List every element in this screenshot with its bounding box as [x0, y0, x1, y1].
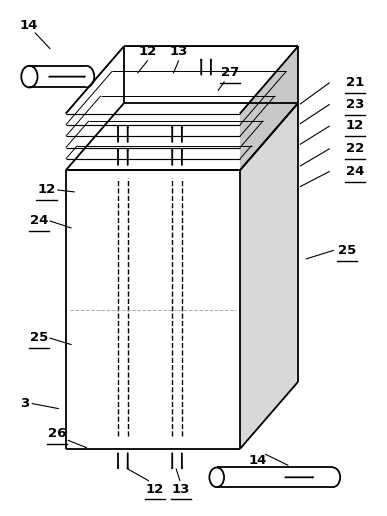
- Text: 13: 13: [172, 482, 190, 496]
- Text: 14: 14: [248, 454, 267, 467]
- Text: 24: 24: [29, 214, 48, 228]
- Text: 3: 3: [21, 397, 30, 410]
- Text: 13: 13: [170, 45, 188, 58]
- Text: 24: 24: [346, 165, 364, 178]
- Polygon shape: [240, 103, 298, 449]
- Text: 25: 25: [338, 244, 356, 257]
- Text: 12: 12: [139, 45, 157, 58]
- Text: 27: 27: [221, 66, 240, 79]
- Text: 12: 12: [37, 183, 56, 197]
- Text: 26: 26: [48, 427, 67, 440]
- Text: 12: 12: [346, 119, 364, 133]
- Text: 23: 23: [346, 98, 364, 111]
- Polygon shape: [240, 46, 298, 170]
- Text: 14: 14: [20, 19, 38, 33]
- Text: 22: 22: [346, 142, 364, 155]
- Text: 21: 21: [346, 76, 364, 89]
- Text: 12: 12: [146, 482, 164, 496]
- Text: 25: 25: [29, 331, 48, 345]
